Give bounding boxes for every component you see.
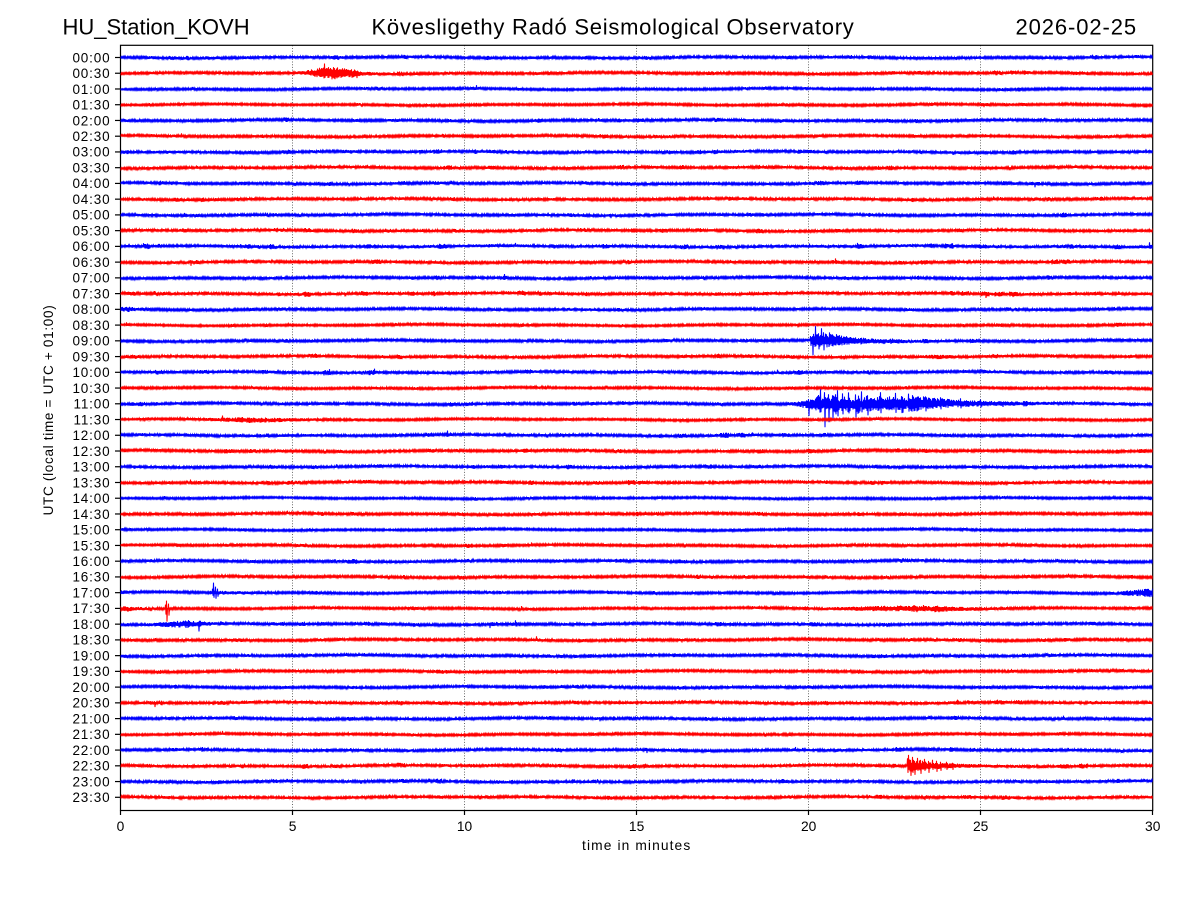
svg-text:03:00: 03:00 — [72, 145, 110, 160]
svg-text:10:30: 10:30 — [72, 381, 110, 396]
svg-text:2026-02-25: 2026-02-25 — [1015, 15, 1137, 40]
svg-text:02:30: 02:30 — [72, 129, 110, 144]
svg-text:09:00: 09:00 — [72, 334, 110, 349]
svg-text:00:30: 00:30 — [72, 66, 110, 81]
svg-text:22:00: 22:00 — [72, 743, 110, 758]
svg-text:20:30: 20:30 — [72, 696, 110, 711]
svg-text:0: 0 — [117, 819, 125, 834]
svg-text:10: 10 — [457, 819, 473, 834]
svg-text:17:30: 17:30 — [72, 601, 110, 616]
svg-text:07:00: 07:00 — [72, 271, 110, 286]
svg-text:time in minutes: time in minutes — [582, 838, 691, 853]
svg-text:25: 25 — [973, 819, 989, 834]
svg-text:10:00: 10:00 — [72, 365, 110, 380]
svg-text:21:00: 21:00 — [72, 711, 110, 726]
svg-text:18:30: 18:30 — [72, 633, 110, 648]
svg-text:13:30: 13:30 — [72, 475, 110, 490]
svg-text:05:00: 05:00 — [72, 208, 110, 223]
svg-text:09:30: 09:30 — [72, 349, 110, 364]
svg-text:18:00: 18:00 — [72, 617, 110, 632]
svg-text:17:00: 17:00 — [72, 585, 110, 600]
svg-text:UTC (local time = UTC + 01:00): UTC (local time = UTC + 01:00) — [41, 305, 56, 516]
svg-text:19:00: 19:00 — [72, 648, 110, 663]
svg-text:05:30: 05:30 — [72, 223, 110, 238]
svg-text:19:30: 19:30 — [72, 664, 110, 679]
svg-text:11:00: 11:00 — [73, 397, 110, 412]
svg-text:06:30: 06:30 — [72, 255, 110, 270]
svg-text:00:00: 00:00 — [72, 50, 110, 65]
svg-text:12:30: 12:30 — [72, 444, 110, 459]
svg-text:20:00: 20:00 — [72, 680, 110, 695]
svg-text:08:30: 08:30 — [72, 318, 110, 333]
svg-text:20: 20 — [801, 819, 817, 834]
svg-text:08:00: 08:00 — [72, 302, 110, 317]
svg-text:21:30: 21:30 — [72, 727, 110, 742]
svg-text:12:00: 12:00 — [72, 428, 110, 443]
svg-text:16:00: 16:00 — [72, 554, 110, 569]
svg-text:23:00: 23:00 — [72, 774, 110, 789]
svg-text:04:30: 04:30 — [72, 192, 110, 207]
svg-text:15: 15 — [629, 819, 645, 834]
svg-text:06:00: 06:00 — [72, 239, 110, 254]
svg-text:14:00: 14:00 — [72, 491, 110, 506]
svg-text:07:30: 07:30 — [72, 286, 110, 301]
svg-text:Kövesligethy Radó Seismologica: Kövesligethy Radó Seismological Observat… — [371, 15, 854, 40]
svg-text:03:30: 03:30 — [72, 160, 110, 175]
svg-text:HU_Station_KOVH: HU_Station_KOVH — [63, 15, 250, 40]
svg-text:01:00: 01:00 — [72, 82, 110, 97]
svg-text:14:30: 14:30 — [72, 507, 110, 522]
svg-text:15:00: 15:00 — [72, 523, 110, 538]
svg-text:02:00: 02:00 — [72, 113, 110, 128]
svg-text:5: 5 — [289, 819, 297, 834]
svg-text:30: 30 — [1145, 819, 1161, 834]
svg-text:13:00: 13:00 — [72, 460, 110, 475]
svg-text:23:30: 23:30 — [72, 790, 110, 805]
svg-text:04:00: 04:00 — [72, 176, 110, 191]
svg-text:01:30: 01:30 — [72, 98, 110, 113]
svg-text:11:30: 11:30 — [73, 412, 110, 427]
svg-text:22:30: 22:30 — [72, 759, 110, 774]
svg-text:16:30: 16:30 — [72, 570, 110, 585]
svg-text:15:30: 15:30 — [72, 538, 110, 553]
